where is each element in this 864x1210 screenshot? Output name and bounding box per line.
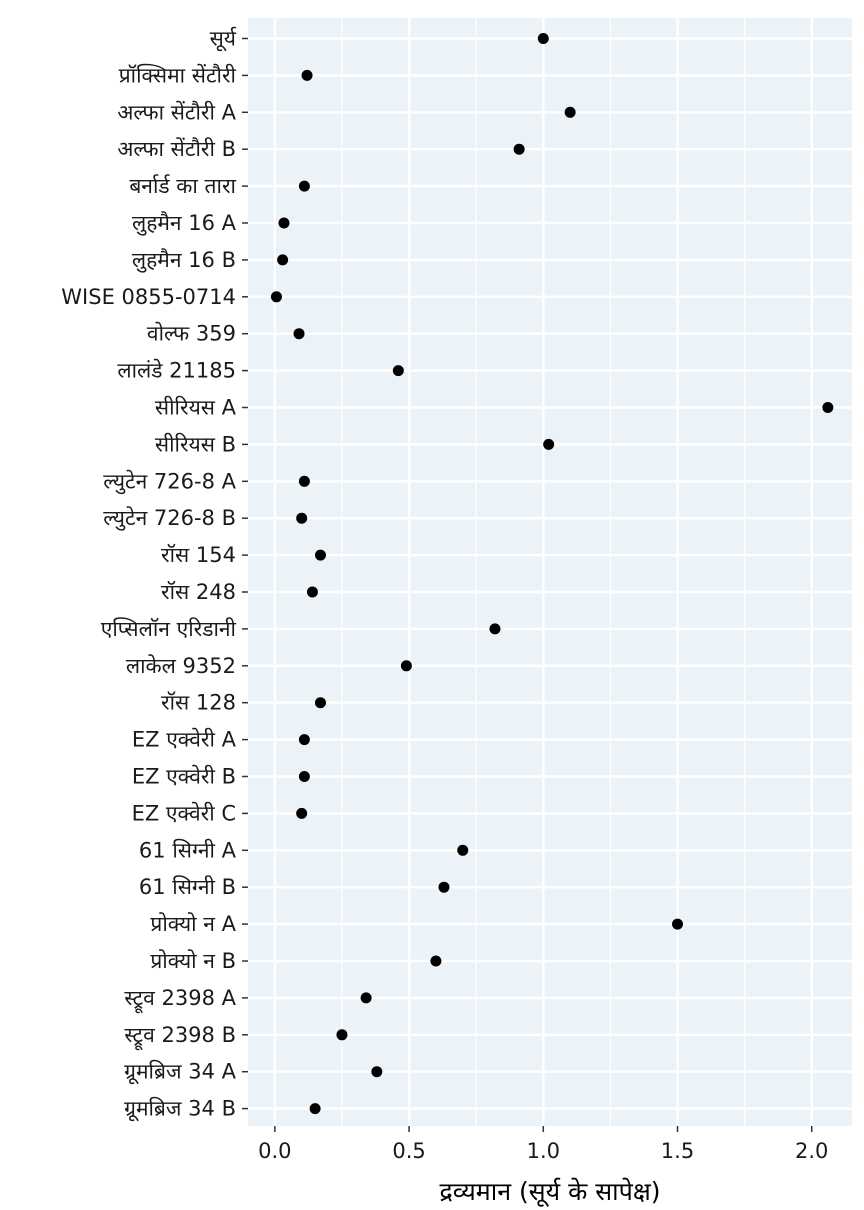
data-point bbox=[314, 549, 326, 561]
minor-grid bbox=[341, 18, 746, 1126]
data-point bbox=[293, 328, 305, 340]
major-grid bbox=[248, 18, 852, 1126]
y-tick-label: 61 सिग्नी B bbox=[139, 875, 236, 899]
y-tick-label: सीरियस A bbox=[155, 396, 237, 420]
data-point bbox=[489, 623, 501, 635]
y-tick-label: ग्रूमब्रिज 34 A bbox=[124, 1060, 236, 1085]
data-point bbox=[296, 807, 308, 819]
data-points bbox=[270, 33, 834, 1115]
data-point bbox=[543, 438, 555, 450]
data-point bbox=[400, 660, 412, 672]
x-axis-title: द्रव्यमान (सूर्य के सापेक्ष) bbox=[439, 1177, 660, 1207]
data-point bbox=[296, 512, 308, 524]
y-tick-label: रॉस 248 bbox=[161, 580, 236, 604]
data-point bbox=[298, 475, 310, 487]
x-tick-label: 0.0 bbox=[258, 1139, 291, 1163]
data-point bbox=[430, 955, 442, 967]
data-point bbox=[298, 734, 310, 746]
y-tick-label: बर्नार्ड का तारा bbox=[129, 174, 236, 198]
y-tick-label: प्रोक्यो न B bbox=[150, 949, 236, 973]
y-tick-label: सीरियस B bbox=[155, 432, 236, 456]
y-tick-label: लालंडे 21185 bbox=[117, 359, 236, 383]
x-tick-label: 0.5 bbox=[392, 1139, 425, 1163]
y-tick-label: एप्सिलॉन एरिडानी bbox=[101, 617, 237, 641]
y-axis: सूर्य प्रॉक्सिमा सेंटौरी अल्फा सेंटौरी A अल… bbox=[61, 27, 248, 1122]
y-tick-label: 61 सिग्नी A bbox=[139, 838, 237, 862]
y-tick-label: EZ एक्वेरी B bbox=[132, 765, 236, 789]
data-point bbox=[306, 586, 318, 598]
data-point bbox=[314, 697, 326, 709]
y-tick-label: अल्फा सेंटौरी A bbox=[117, 100, 236, 124]
y-tick-label: लुहमैन 16 B bbox=[132, 248, 236, 273]
data-point bbox=[309, 1103, 321, 1115]
y-tick-label: स्ट्रूव 2398 B bbox=[124, 1023, 236, 1051]
data-point bbox=[457, 844, 469, 856]
data-point bbox=[371, 1066, 383, 1078]
y-tick-label: रॉस 154 bbox=[161, 543, 236, 567]
data-point bbox=[672, 918, 684, 930]
y-tick-label: प्रोक्यो न A bbox=[150, 912, 236, 936]
x-axis: 0.0 0.5 1.0 1.5 2.0 bbox=[258, 1126, 828, 1163]
y-tick-label: ल्युटेन 726-8 B bbox=[103, 506, 236, 531]
data-point bbox=[392, 365, 404, 377]
data-point bbox=[298, 180, 310, 192]
data-point bbox=[360, 992, 372, 1004]
data-point bbox=[537, 33, 549, 44]
y-tick-label: वोल्फ 359 bbox=[147, 322, 236, 346]
data-point bbox=[301, 69, 313, 81]
y-tick-label: ग्रूमब्रिज 34 B bbox=[124, 1097, 236, 1122]
y-tick-label: स्ट्रूव 2398 A bbox=[124, 986, 236, 1014]
y-tick-label: अल्फा सेंटौरी B bbox=[117, 137, 236, 161]
y-tick-label: WISE 0855-0714 bbox=[61, 285, 236, 309]
x-tick-label: 2.0 bbox=[795, 1139, 828, 1163]
data-point bbox=[270, 291, 282, 303]
y-tick-label: प्रॉक्सिमा सेंटौरी bbox=[119, 63, 237, 87]
data-point bbox=[564, 106, 576, 118]
data-point bbox=[336, 1029, 348, 1041]
y-tick-label: ल्युटेन 726-8 A bbox=[103, 469, 236, 494]
data-point bbox=[513, 143, 525, 155]
data-point bbox=[822, 402, 834, 413]
y-tick-label: रॉस 128 bbox=[161, 691, 236, 715]
y-tick-label: लाकेल 9352 bbox=[126, 654, 236, 678]
y-tick-label: EZ एक्वेरी A bbox=[132, 728, 237, 752]
data-point bbox=[278, 217, 290, 229]
x-tick-label: 1.5 bbox=[661, 1139, 694, 1163]
y-tick-label: लुहमैन 16 A bbox=[132, 211, 237, 236]
data-point bbox=[438, 881, 450, 893]
y-tick-label: EZ एक्वेरी C bbox=[132, 801, 236, 825]
y-tick-label: सूर्य bbox=[210, 27, 237, 52]
plot-panel bbox=[248, 18, 852, 1126]
data-point bbox=[298, 771, 310, 782]
x-tick-label: 1.0 bbox=[527, 1139, 560, 1163]
data-point bbox=[277, 254, 289, 266]
